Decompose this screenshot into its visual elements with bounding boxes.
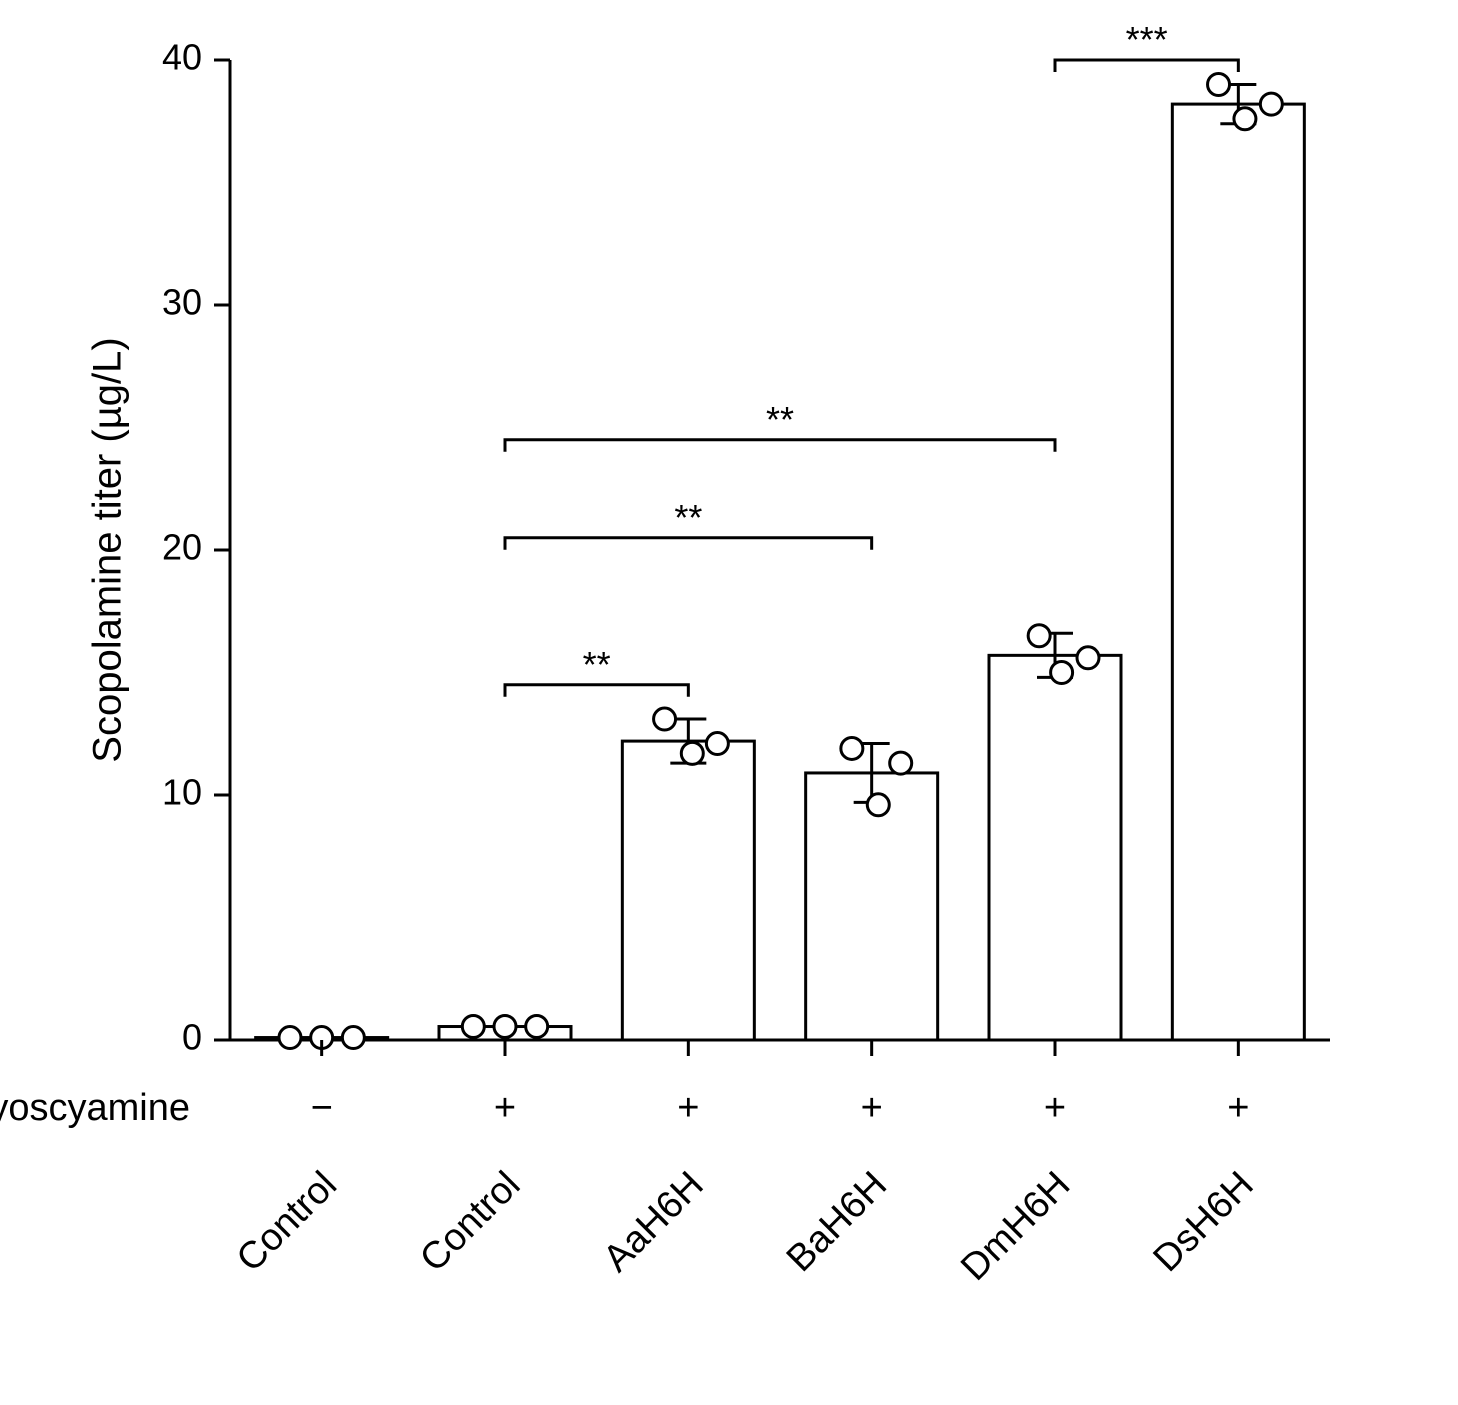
hyoscyamine-value: − (311, 1087, 333, 1129)
data-point (890, 752, 912, 774)
y-tick-label: 0 (182, 1017, 202, 1058)
data-point (1077, 647, 1099, 669)
y-axis-label: Scopolamine titer (µg/L) (86, 337, 130, 762)
chart-container: 010203040Scopolamine titer (µg/L)*******… (0, 0, 1458, 1405)
data-point (654, 708, 676, 730)
data-point (494, 1016, 516, 1038)
data-point (1028, 625, 1050, 647)
significance-label: ** (674, 497, 702, 538)
hyoscyamine-value: + (677, 1087, 699, 1129)
y-tick-label: 10 (162, 772, 202, 813)
data-point (462, 1016, 484, 1038)
bar (622, 741, 754, 1040)
data-point (1208, 74, 1230, 96)
data-point (1051, 662, 1073, 684)
data-point (342, 1027, 364, 1049)
bar (1172, 104, 1304, 1040)
data-point (1234, 108, 1256, 130)
significance-label: ** (766, 399, 794, 440)
data-point (526, 1016, 548, 1038)
data-point (867, 794, 889, 816)
y-tick-label: 40 (162, 37, 202, 78)
hyoscyamine-value: + (494, 1087, 516, 1129)
y-tick-label: 20 (162, 527, 202, 568)
bar-chart: 010203040Scopolamine titer (µg/L)*******… (0, 0, 1458, 1405)
hyoscyamine-value: + (1227, 1087, 1249, 1129)
row-label-hyoscyamine: 1 mM hyoscyamine (0, 1087, 190, 1129)
data-point (841, 737, 863, 759)
hyoscyamine-value: + (861, 1087, 883, 1129)
significance-label: ** (583, 644, 611, 685)
data-point (279, 1027, 301, 1049)
data-point (706, 733, 728, 755)
bar (989, 655, 1121, 1040)
y-tick-label: 30 (162, 282, 202, 323)
hyoscyamine-value: + (1044, 1087, 1066, 1129)
data-point (681, 742, 703, 764)
significance-label: *** (1126, 19, 1168, 60)
data-point (1260, 93, 1282, 115)
